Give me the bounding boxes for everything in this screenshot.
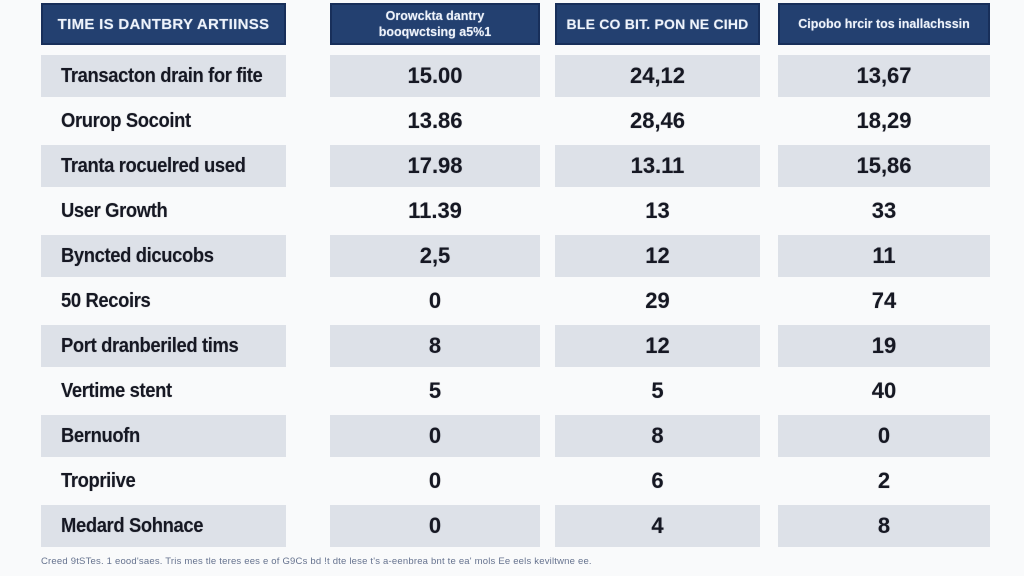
table-footnote: Creed 9tSTes. 1 eood'saes. Tris mes tle …: [41, 556, 592, 567]
row-label-cell: Vertime stent: [41, 370, 286, 412]
table-row: Tranta rocuelred used 17.98 13.11 15,86: [41, 145, 1024, 187]
row-label: Tropriive: [61, 469, 136, 492]
cell-value: 4: [555, 505, 760, 547]
cell-value: 24,12: [555, 55, 760, 97]
cell-value: 0: [330, 415, 540, 457]
cell-value: 0: [428, 468, 442, 493]
cell-value: 0: [330, 505, 540, 547]
cell-value: 13.86: [407, 108, 463, 133]
table-body: Transacton drain for fite 15.00 24,12 13…: [0, 55, 1024, 547]
cell-value: 5: [428, 378, 442, 403]
row-label-cell: Transacton drain for fite: [41, 55, 286, 97]
column-header-metrics: TIME IS DANTBRY ARTIINSS: [41, 3, 286, 45]
row-label: Port dranberiled tims: [61, 334, 239, 357]
row-label-cell: Bernuofn: [41, 415, 286, 457]
row-label-cell: Medard Sohnace: [41, 505, 286, 547]
row-label: Bernuofn: [61, 424, 140, 447]
cell-value: 2: [877, 468, 891, 493]
table-row: Tropriive 0 6 2: [41, 460, 1024, 502]
cell-value: 74: [871, 288, 897, 313]
row-label: Transacton drain for fite: [61, 64, 263, 87]
cell-value: 17.98: [330, 145, 540, 187]
cell-value: 13,67: [778, 55, 990, 97]
cell-value: 19: [778, 325, 990, 367]
cell-value: 11: [778, 235, 990, 277]
row-label: User Growth: [61, 199, 168, 222]
cell-value: 40: [871, 378, 897, 403]
table-row: Port dranberiled tims 8 12 19: [41, 325, 1024, 367]
table-row: Vertime stent 5 5 40: [41, 370, 1024, 412]
table-row: Transacton drain for fite 15.00 24,12 13…: [41, 55, 1024, 97]
table-row: Bernuofn 0 8 0: [41, 415, 1024, 457]
table-row: Byncted dicucobs 2,5 12 11: [41, 235, 1024, 277]
cell-value: 15.00: [330, 55, 540, 97]
cell-value: 6: [651, 468, 664, 493]
row-label-cell: Tranta rocuelred used: [41, 145, 286, 187]
cell-value: 29: [645, 288, 670, 313]
metrics-table: TIME IS DANTBRY ARTIINSS Orowckta dantry…: [0, 3, 1024, 547]
column-header-2: BLE CO BIT. PON NE CIHD: [555, 3, 760, 45]
column-header-1: Orowckta dantry booqwctsing a5%1: [330, 3, 540, 45]
table-row: 50 Recoirs 0 29 74: [41, 280, 1024, 322]
row-label: Tranta rocuelred used: [61, 154, 246, 177]
row-label: Byncted dicucobs: [61, 244, 214, 267]
row-label-cell: Orurop Socoint: [41, 100, 286, 142]
cell-value: 15,86: [778, 145, 990, 187]
cell-value: 5: [651, 378, 664, 403]
table-row: Orurop Socoint 13.86 28,46 18,29: [41, 100, 1024, 142]
cell-value: 13.11: [555, 145, 760, 187]
row-label: Vertime stent: [61, 379, 172, 402]
cell-value: 28,46: [629, 108, 686, 133]
cell-value: 0: [778, 415, 990, 457]
table-row: Medard Sohnace 0 4 8: [41, 505, 1024, 547]
cell-value: 33: [871, 198, 897, 223]
row-label-cell: Tropriive: [41, 460, 286, 502]
cell-value: 18,29: [856, 108, 912, 133]
row-label-cell: User Growth: [41, 190, 286, 232]
row-label: Medard Sohnace: [61, 514, 204, 537]
table-header-row: TIME IS DANTBRY ARTIINSS Orowckta dantry…: [41, 3, 1024, 45]
row-label: 50 Recoirs: [61, 289, 151, 312]
cell-value: 8: [330, 325, 540, 367]
row-label-cell: 50 Recoirs: [41, 280, 286, 322]
row-label: Orurop Socoint: [61, 109, 191, 132]
cell-value: 11.39: [408, 198, 462, 223]
cell-value: 8: [778, 505, 990, 547]
cell-value: 0: [428, 288, 442, 313]
cell-value: 13: [645, 198, 670, 223]
cell-value: 12: [555, 235, 760, 277]
cell-value: 12: [555, 325, 760, 367]
row-label-cell: Port dranberiled tims: [41, 325, 286, 367]
table-row: User Growth 11.39 13 33: [41, 190, 1024, 232]
cell-value: 2,5: [330, 235, 540, 277]
column-header-3: Cipobo hrcir tos inallachssin: [778, 3, 990, 45]
row-label-cell: Byncted dicucobs: [41, 235, 286, 277]
cell-value: 8: [555, 415, 760, 457]
